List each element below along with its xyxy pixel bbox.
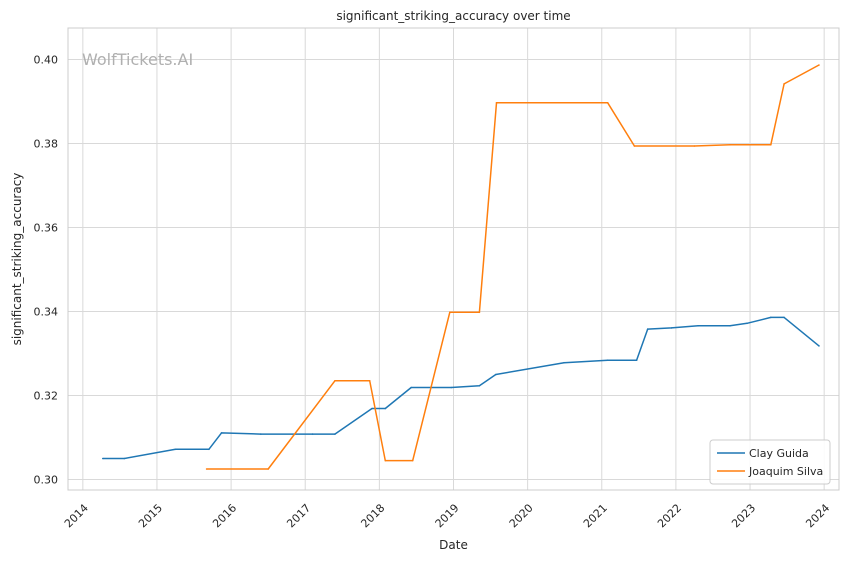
data-point-joaquim-silva xyxy=(818,64,820,66)
data-point-clay-guida xyxy=(606,359,609,362)
data-point-clay-guida xyxy=(384,407,387,410)
data-point-joaquim-silva xyxy=(770,144,772,146)
data-point-clay-guida xyxy=(770,316,772,319)
data-point-clay-guida xyxy=(783,316,785,319)
data-point-clay-guida xyxy=(410,386,413,389)
data-point-clay-guida xyxy=(260,433,262,435)
data-point-clay-guida xyxy=(450,386,453,389)
legend: Clay Guida Joaquim Silva xyxy=(709,439,831,485)
data-point-clay-guida xyxy=(371,407,373,410)
data-point-clay-guida xyxy=(746,322,748,325)
data-point-clay-guida xyxy=(729,325,731,327)
data-point-joaquim-silva xyxy=(606,102,609,104)
plot-frame xyxy=(67,27,840,491)
data-point-clay-guida xyxy=(334,433,336,435)
x-axis-label: Date xyxy=(439,538,468,552)
data-point-joaquim-silva xyxy=(693,145,696,147)
data-point-joaquim-silva xyxy=(478,311,481,314)
data-point-clay-guida xyxy=(697,325,699,327)
legend-label-clay-guida: Clay Guida xyxy=(749,447,809,460)
data-point-clay-guida xyxy=(102,457,104,460)
data-point-clay-guida xyxy=(208,448,210,451)
data-point-clay-guida xyxy=(635,359,638,362)
y-tick-label: 0.30 xyxy=(34,474,59,487)
data-point-joaquim-silva xyxy=(368,380,371,382)
y-tick-label: 0.34 xyxy=(34,306,59,319)
y-axis-label: significant_striking_accuracy xyxy=(10,173,24,346)
data-point-joaquim-silva xyxy=(267,468,270,470)
data-point-clay-guida xyxy=(174,448,177,451)
grid xyxy=(68,28,839,490)
y-tick-label: 0.38 xyxy=(34,138,59,151)
chart-title: significant_striking_accuracy over time xyxy=(336,9,570,23)
data-point-joaquim-silva xyxy=(633,145,636,147)
data-point-clay-guida xyxy=(646,328,649,330)
watermark: WolfTickets.AI xyxy=(82,50,193,69)
data-point-clay-guida xyxy=(311,433,314,435)
data-point-clay-guida xyxy=(123,457,126,460)
data-point-joaquim-silva xyxy=(205,468,208,470)
data-point-joaquim-silva xyxy=(384,459,387,462)
data-point-clay-guida xyxy=(478,385,481,387)
data-point-joaquim-silva xyxy=(449,311,451,314)
y-tick-label: 0.40 xyxy=(34,54,59,67)
data-point-clay-guida xyxy=(220,432,223,434)
data-point-clay-guida xyxy=(670,327,673,329)
y-tick-label: 0.32 xyxy=(34,390,59,403)
data-point-joaquim-silva xyxy=(729,144,731,146)
data-point-clay-guida xyxy=(818,345,820,347)
legend-label-joaquim-silva: Joaquim Silva xyxy=(748,465,823,478)
y-tick-label: 0.36 xyxy=(34,222,59,235)
data-point-joaquim-silva xyxy=(783,83,785,85)
data-point-joaquim-silva xyxy=(411,459,414,462)
data-point-clay-guida xyxy=(563,361,565,364)
data-point-clay-guida xyxy=(495,373,497,376)
series-layer xyxy=(102,64,820,470)
legend-box xyxy=(709,439,831,485)
data-point-joaquim-silva xyxy=(495,102,498,104)
data-point-joaquim-silva xyxy=(334,380,336,382)
series-line-joaquim-silva xyxy=(206,64,820,470)
